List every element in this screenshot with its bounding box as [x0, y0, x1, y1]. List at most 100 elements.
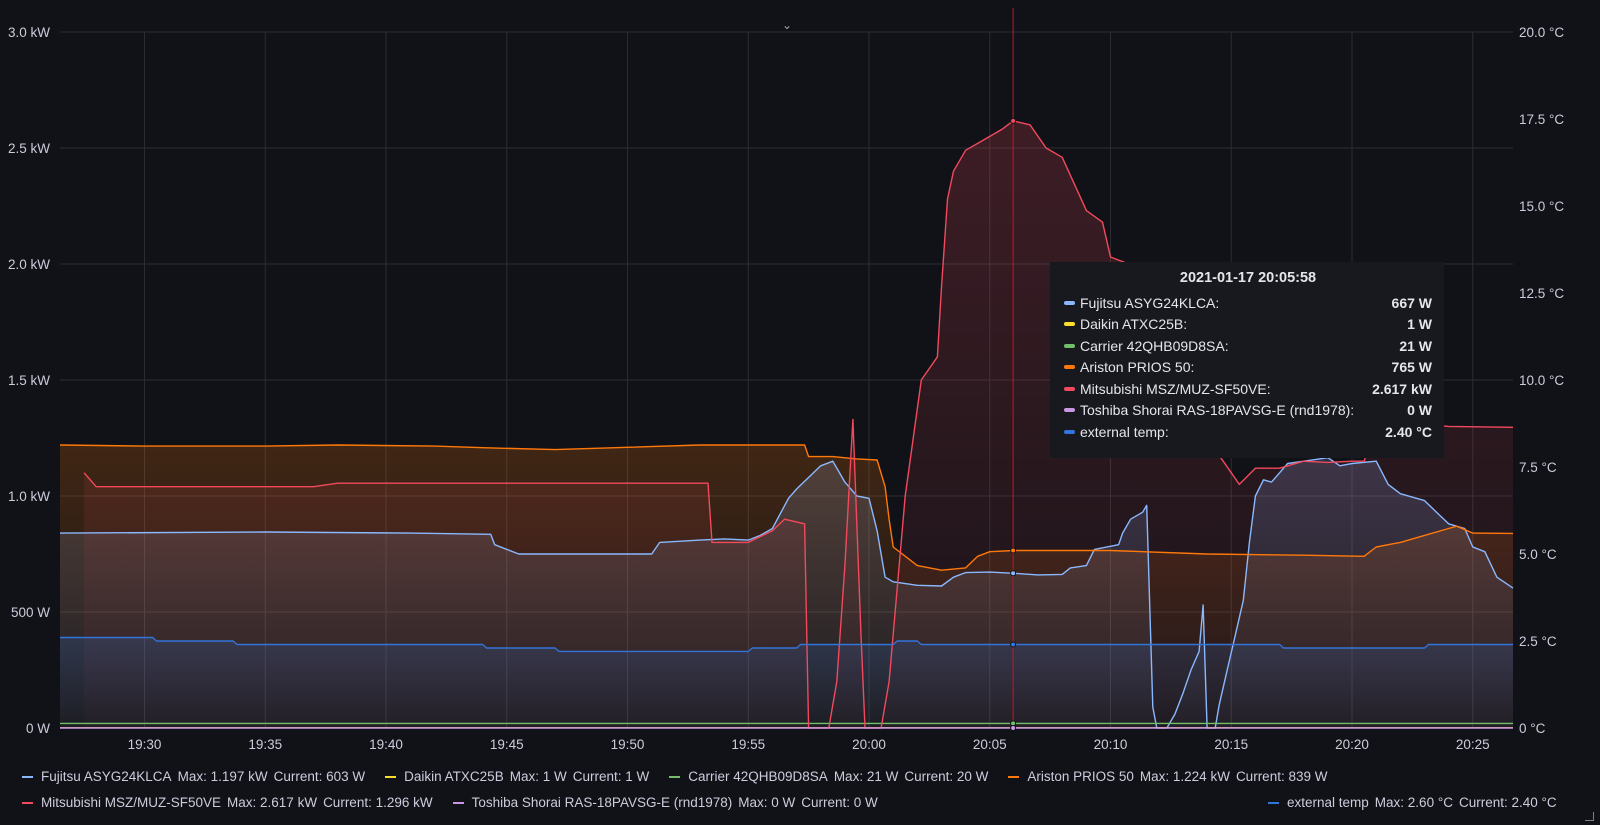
tooltip-series-value: 21 W — [1399, 337, 1432, 354]
legend-item[interactable]: Ariston PRIOS 50 Max: 1.224 kW Current: 83… — [1008, 769, 1333, 784]
y-right-tick-label: 7.5 °C — [1519, 460, 1557, 475]
legend-item[interactable]: Daikin ATXC25B Max: 1 W Current: 1 W — [385, 769, 655, 784]
tooltip-series-name: Carrier 42QHB09D8SA: — [1080, 337, 1229, 354]
tooltip-series-name: Daikin ATXC25B: — [1080, 316, 1188, 333]
tooltip-series-value: 1 W — [1407, 316, 1432, 333]
tooltip-swatch — [1064, 343, 1075, 348]
legend-name: Mitsubishi MSZ/MUZ-SF50VE — [41, 795, 222, 810]
axis-ticks: 0 W 500 W 1.0 kW 1.5 kW 2.0 kW 2.5 kW 3.0 kW 19… — [8, 25, 1564, 752]
x-tick-label: 19:45 — [490, 737, 524, 752]
y-right-tick-label: 5.0 °C — [1519, 547, 1557, 562]
legend-max: Max: 21 W — [833, 769, 899, 784]
tooltip-row: Fujitsu ASYG24KLCA: 667 W — [1064, 292, 1432, 314]
legend-current: Current: 1 W — [572, 769, 650, 784]
legend-current: Current: 603 W — [273, 769, 366, 784]
tooltip-swatch — [1064, 386, 1075, 391]
x-tick-label: 20:10 — [1094, 737, 1128, 752]
hover-tooltip: 2021-01-17 20:05:58 Fujitsu ASYG24KLCA: 6… — [1050, 262, 1444, 458]
legend-max: Max: 2.60 °C — [1374, 795, 1453, 810]
legend-row-2: Mitsubishi MSZ/MUZ-SF50VE Max: 2.617 kW Cu… — [22, 795, 898, 810]
y-right-tick-label: 20.0 °C — [1519, 25, 1564, 40]
legend-item[interactable]: Toshiba Shorai RAS-18PAVSG-E (rnd1978) Ma… — [452, 795, 884, 810]
legend-max: Max: 2.617 kW — [227, 795, 318, 810]
y-left-tick-label: 3.0 kW — [8, 25, 50, 40]
legend-current: Current: 20 W — [904, 769, 989, 784]
tooltip-row: Mitsubishi MSZ/MUZ-SF50VE: 2.617 kW — [1064, 378, 1432, 400]
x-tick-label: 19:30 — [128, 737, 162, 752]
y-left-tick-label: 2.5 kW — [8, 141, 50, 156]
y-left-tick-label: 500 W — [11, 605, 50, 620]
series-line — [59, 457, 1514, 729]
legend-row-1: Fujitsu ASYG24KLCA Max: 1.197 kW Current: … — [22, 769, 1347, 784]
y-right-tick-label: 10.0 °C — [1519, 373, 1564, 388]
y-left-tick-label: 1.0 kW — [8, 489, 50, 504]
tooltip-series-value: 765 W — [1391, 359, 1432, 376]
legend-name: Toshiba Shorai RAS-18PAVSG-E (rnd1978) — [471, 795, 733, 810]
y-left-tick-label: 1.5 kW — [8, 373, 50, 388]
tooltip-series-name: Ariston PRIOS 50: — [1080, 359, 1195, 376]
y-left-tick-label: 0 W — [26, 721, 50, 736]
crosshair-point — [1010, 547, 1017, 554]
legend-current: Current: 0 W — [801, 795, 878, 810]
legend-max: Max: 1 W — [509, 769, 567, 784]
tooltip-row: Ariston PRIOS 50: 765 W — [1064, 357, 1432, 379]
legend-swatch — [452, 801, 464, 804]
crosshair-point — [1010, 117, 1017, 124]
tooltip-series-name: Mitsubishi MSZ/MUZ-SF50VE: — [1080, 380, 1271, 397]
legend-max: Max: 1.224 kW — [1139, 769, 1230, 784]
series-fills — [60, 120, 1514, 728]
tooltip-series-name: Fujitsu ASYG24KLCA: — [1080, 294, 1220, 311]
tooltip-swatch — [1064, 300, 1075, 305]
chevron-down-icon[interactable]: ⌄ — [782, 18, 793, 32]
tooltip-series-name: external temp: — [1080, 423, 1169, 440]
series-line — [59, 444, 1514, 571]
crosshair-point — [1010, 641, 1017, 648]
legend-item-external-temp[interactable]: external temp Max: 2.60 °C Current: 2.40… — [1268, 795, 1563, 810]
y-right-tick-label: 15.0 °C — [1519, 199, 1564, 214]
legend-swatch — [22, 775, 33, 778]
series-line — [60, 636, 1513, 653]
legend-item[interactable]: Carrier 42QHB09D8SA Max: 21 W Current: 20 … — [669, 769, 994, 784]
legend-max: Max: 1.197 kW — [177, 769, 268, 784]
x-tick-label: 20:20 — [1335, 737, 1369, 752]
x-tick-label: 20:15 — [1214, 737, 1248, 752]
legend-max: Max: 0 W — [738, 795, 796, 810]
legend-swatch — [669, 775, 681, 778]
crosshair-point — [1010, 725, 1017, 731]
tooltip-swatch — [1064, 429, 1075, 434]
legend-current: Current: 1.296 kW — [323, 795, 433, 810]
legend-current: Current: 2.40 °C — [1458, 795, 1557, 810]
tooltip-time: 2021-01-17 20:05:58 — [1179, 270, 1317, 286]
crosshair-point — [1010, 570, 1017, 577]
y-right-tick-label: 2.5 °C — [1519, 634, 1557, 649]
series-line — [83, 120, 1514, 729]
tooltip-series-value: 2.40 °C — [1385, 423, 1432, 440]
y-right-tick-label: 17.5 °C — [1519, 112, 1564, 127]
legend-name: external temp — [1287, 795, 1369, 810]
y-right-tick-label: 0 °C — [1519, 721, 1546, 736]
x-tick-label: 19:50 — [611, 737, 645, 752]
legend-name: Daikin ATXC25B — [404, 769, 504, 784]
y-left-tick-label: 2.0 kW — [8, 257, 50, 272]
tooltip-row: external temp: 2.40 °C — [1064, 421, 1432, 443]
tooltip-swatch — [1064, 322, 1075, 327]
crosshair — [1010, 8, 1017, 731]
x-tick-label: 19:55 — [731, 737, 765, 752]
legend-name: Ariston PRIOS 50 — [1027, 769, 1134, 784]
tooltip-row: Daikin ATXC25B: 1 W — [1064, 314, 1432, 336]
tooltip-row: Toshiba Shorai RAS-18PAVSG-E (rnd1978): 0… — [1064, 400, 1432, 422]
legend-swatch — [22, 801, 33, 804]
x-tick-label: 20:05 — [973, 737, 1007, 752]
legend-current: Current: 839 W — [1235, 769, 1328, 784]
legend-item[interactable]: Mitsubishi MSZ/MUZ-SF50VE Max: 2.617 kW Cu… — [22, 795, 439, 810]
legend-item[interactable]: Fujitsu ASYG24KLCA Max: 1.197 kW Current: … — [22, 769, 371, 784]
resize-handle-icon[interactable] — [1585, 812, 1594, 821]
tooltip-series-value: 0 W — [1407, 402, 1432, 419]
x-tick-label: 20:00 — [852, 737, 886, 752]
legend-swatch — [1268, 801, 1279, 804]
y-right-tick-label: 12.5 °C — [1519, 286, 1564, 301]
tooltip-series-name: Toshiba Shorai RAS-18PAVSG-E (rnd1978): — [1080, 402, 1355, 419]
legend-swatch — [385, 775, 397, 778]
tooltip-series-value: 2.617 kW — [1372, 380, 1432, 397]
